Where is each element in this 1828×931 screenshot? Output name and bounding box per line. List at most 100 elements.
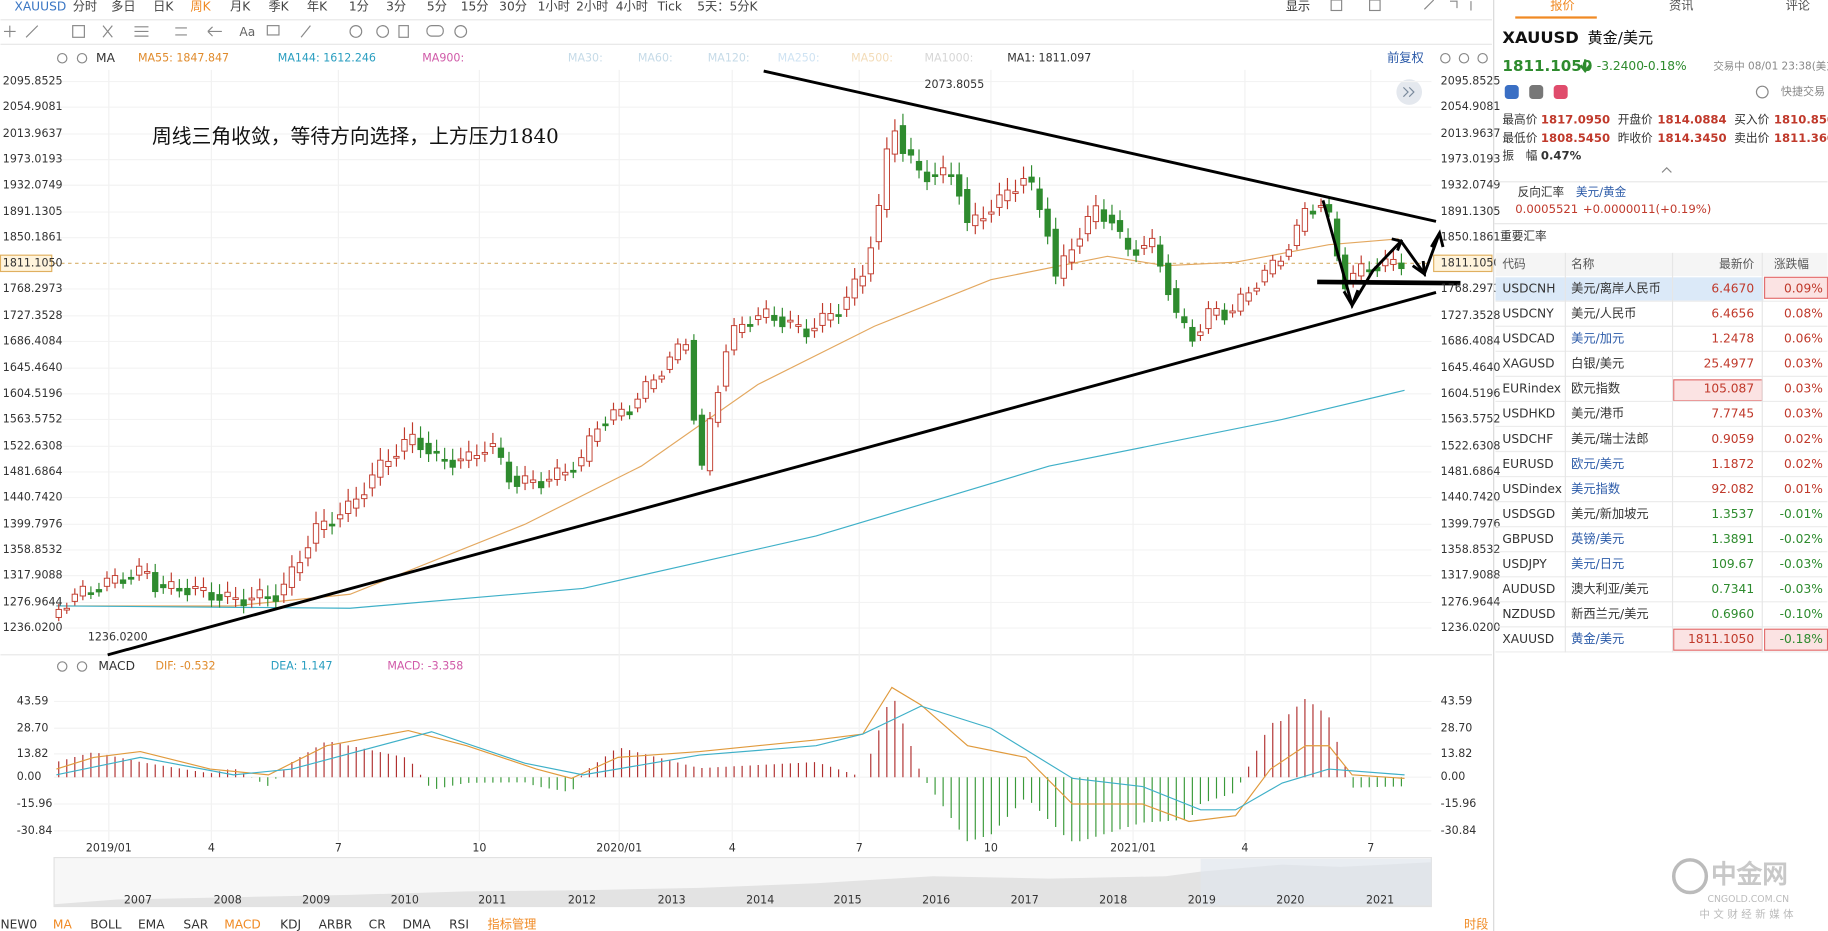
candle-body (1068, 249, 1075, 263)
rate-code[interactable]: XAUUSD (1502, 632, 1554, 646)
macd-label[interactable]: MACD (98, 659, 135, 673)
icon[interactable] (102, 25, 113, 38)
rate-code[interactable]: EURUSD (1502, 457, 1553, 471)
period-tab[interactable]: 5天：5分K (697, 0, 758, 13)
icon[interactable] (134, 26, 149, 37)
display-menu[interactable]: 显示 (1286, 0, 1310, 13)
period-tab[interactable]: 年K (307, 0, 328, 13)
indicator-tab[interactable]: EMA (138, 918, 165, 931)
expand-button[interactable] (1396, 79, 1423, 105)
rate-code[interactable]: GBPUSD (1502, 532, 1553, 546)
period-tab[interactable]: 1分 (349, 0, 369, 13)
candle-body (71, 593, 78, 602)
panel-icon[interactable] (1504, 85, 1519, 100)
reverse-pair[interactable]: 美元/黄金 (1576, 185, 1627, 199)
period-select[interactable]: 时段 (1464, 917, 1488, 931)
rate-code[interactable]: EURindex (1502, 382, 1561, 396)
period-tab[interactable]: 月K (230, 0, 251, 13)
rate-code[interactable]: AUDUSD (1502, 582, 1555, 596)
rate-code[interactable]: USDCNH (1502, 281, 1555, 295)
icon[interactable] (76, 661, 88, 672)
icon[interactable] (56, 53, 68, 64)
ma-label[interactable]: MA (96, 51, 116, 65)
font-tool[interactable]: Aa (239, 25, 255, 39)
indicator-tab[interactable]: NEW0 (0, 918, 37, 931)
symbol[interactable]: XAUUSD (14, 0, 66, 13)
rate-code[interactable]: USDHKD (1502, 407, 1555, 421)
icon[interactable] (72, 25, 85, 38)
icon[interactable] (1440, 53, 1451, 64)
indicator-tab[interactable]: KDJ (280, 918, 301, 931)
candle-body (787, 319, 794, 323)
panel-icon[interactable] (1755, 85, 1769, 99)
period-tab[interactable]: 30分 (499, 0, 527, 13)
icon[interactable] (376, 25, 390, 38)
icon[interactable] (3, 25, 16, 38)
navigator-year: 2014 (746, 894, 774, 907)
period-tab[interactable]: 3分 (386, 0, 406, 13)
indicator-tab[interactable]: CR (369, 918, 387, 931)
icon[interactable] (1458, 53, 1470, 64)
rate-code[interactable]: NZDUSD (1502, 607, 1555, 621)
candle-body (1285, 249, 1292, 257)
rate-change: 0.02% (1784, 432, 1823, 446)
panel-icon[interactable] (1553, 85, 1568, 100)
period-tab[interactable]: Tick (657, 0, 683, 13)
rate-name: 美元/瑞士法郎 (1571, 432, 1648, 446)
icon[interactable] (1330, 0, 1343, 12)
rate-price: 1811.1050 (1688, 632, 1754, 646)
period-tab[interactable]: 周K (190, 0, 211, 13)
icon[interactable] (300, 25, 311, 38)
rate-code[interactable]: USDJPY (1502, 557, 1547, 571)
period-tab[interactable]: 日K (153, 0, 174, 13)
indicator-tab[interactable]: ARBR (319, 918, 353, 931)
navigator-window[interactable] (1200, 858, 1432, 906)
indicator-tab[interactable]: SAR (183, 918, 208, 931)
icon[interactable] (398, 25, 409, 38)
indicator-tab[interactable]: MA (53, 918, 73, 931)
rate-code[interactable]: USDSGD (1502, 507, 1555, 521)
icon[interactable] (175, 27, 187, 36)
period-tab[interactable]: 1小时 (538, 0, 570, 13)
icon[interactable] (1423, 0, 1472, 11)
period-tab[interactable]: 2小时 (576, 0, 608, 13)
indicator-tab[interactable]: BOLL (90, 918, 122, 931)
indicator-tab[interactable]: RSI (449, 918, 469, 931)
icon[interactable] (56, 661, 68, 672)
period-tab[interactable]: 4小时 (616, 0, 648, 13)
adjust-menu[interactable]: 前复权 (1387, 50, 1424, 65)
icon[interactable] (1369, 0, 1381, 12)
icon[interactable] (426, 25, 444, 37)
period-tab[interactable]: 5分 (427, 0, 447, 13)
period-tab[interactable]: 分时 (73, 0, 97, 13)
rate-code[interactable]: USDCHF (1502, 432, 1553, 446)
indicator-tab[interactable]: DMA (402, 918, 431, 931)
icon[interactable] (207, 26, 222, 37)
annotation: 周线三角收敛，等待方向选择，上方压力1840 (152, 125, 559, 148)
rate-code[interactable]: USDCAD (1502, 332, 1554, 346)
period-tab[interactable]: 季K (268, 0, 289, 13)
icon[interactable] (1477, 53, 1488, 64)
price-tick-left: 1973.0193 (3, 153, 63, 166)
rate-code[interactable]: XAGUSD (1502, 357, 1554, 371)
icon[interactable] (266, 25, 280, 36)
panel-icon[interactable] (1529, 85, 1544, 100)
period-tab[interactable]: 15分 (461, 0, 489, 13)
icon[interactable] (25, 25, 39, 38)
icon[interactable] (454, 25, 468, 38)
icon[interactable] (349, 25, 363, 38)
indicator-tab[interactable]: 指标管理 (488, 917, 537, 931)
panel-tab[interactable]: 资讯 (1669, 0, 1693, 12)
panel-tab[interactable]: 评论 (1786, 0, 1810, 12)
candle-body (674, 343, 681, 361)
indicator-tab[interactable]: MACD (224, 918, 261, 931)
time-tick: 10 (472, 841, 486, 854)
collapse-icon[interactable] (1661, 166, 1672, 173)
icon[interactable] (76, 53, 88, 64)
quick-trade[interactable]: 快捷交易 (1781, 84, 1825, 98)
period-tab[interactable]: 多日 (111, 0, 135, 13)
panel-tab[interactable]: 报价 (1550, 0, 1574, 12)
rate-code[interactable]: USDindex (1502, 482, 1562, 496)
rate-code[interactable]: USDCNY (1502, 307, 1554, 321)
macd-tick-right: 0.00 (1441, 770, 1466, 783)
